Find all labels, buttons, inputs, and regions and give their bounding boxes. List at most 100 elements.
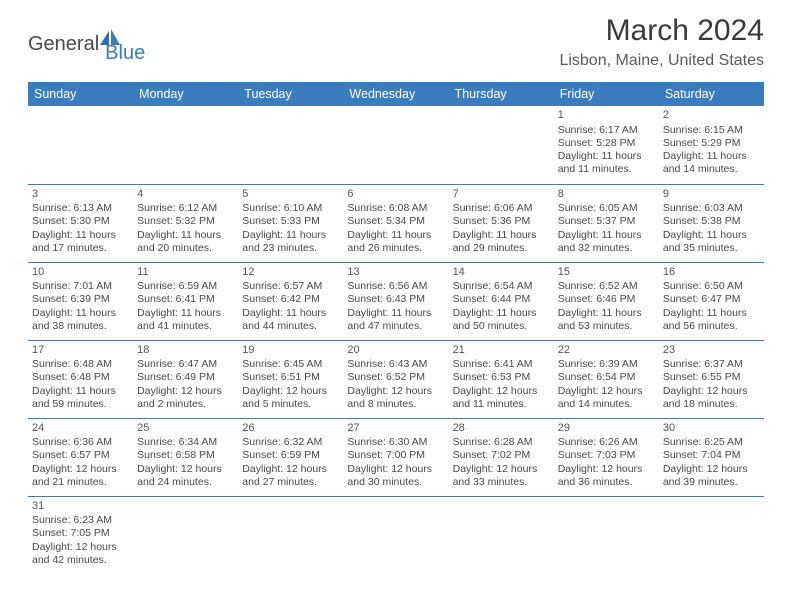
sunset-text: Sunset: 5:34 PM: [347, 215, 444, 228]
sunset-text: Sunset: 5:29 PM: [663, 137, 760, 150]
calendar-cell: 25Sunrise: 6:34 AMSunset: 6:58 PMDayligh…: [133, 418, 238, 496]
logo-text-blue: Blue: [105, 42, 145, 65]
logo-text-general: General: [28, 33, 99, 56]
daylight-text: Daylight: 12 hours: [663, 385, 760, 398]
sunset-text: Sunset: 6:43 PM: [347, 293, 444, 306]
sunset-text: Sunset: 6:59 PM: [242, 449, 339, 462]
sunrise-text: Sunrise: 6:59 AM: [137, 280, 234, 293]
calendar-cell: 17Sunrise: 6:48 AMSunset: 6:48 PMDayligh…: [28, 340, 133, 418]
daylight-text: Daylight: 11 hours: [347, 307, 444, 320]
day-number: 3: [32, 188, 129, 202]
daylight-text: Daylight: 11 hours: [242, 307, 339, 320]
calendar-cell: 6Sunrise: 6:08 AMSunset: 5:34 PMDaylight…: [343, 184, 448, 262]
daylight-text: and 38 minutes.: [32, 320, 129, 333]
day-number: 24: [32, 422, 129, 436]
daylight-text: and 30 minutes.: [347, 476, 444, 489]
sunset-text: Sunset: 6:58 PM: [137, 449, 234, 462]
sunset-text: Sunset: 7:05 PM: [32, 527, 129, 540]
daylight-text: Daylight: 12 hours: [558, 463, 655, 476]
calendar-cell: 14Sunrise: 6:54 AMSunset: 6:44 PMDayligh…: [449, 262, 554, 340]
calendar-cell: [343, 106, 448, 184]
sunrise-text: Sunrise: 6:41 AM: [453, 358, 550, 371]
sunrise-text: Sunrise: 6:34 AM: [137, 436, 234, 449]
sunset-text: Sunset: 6:57 PM: [32, 449, 129, 462]
daylight-text: and 11 minutes.: [453, 398, 550, 411]
sunrise-text: Sunrise: 6:05 AM: [558, 202, 655, 215]
sunrise-text: Sunrise: 6:08 AM: [347, 202, 444, 215]
daylight-text: Daylight: 11 hours: [558, 150, 655, 163]
header: General Blue March 2024 Lisbon, Maine, U…: [0, 0, 792, 76]
daylight-text: Daylight: 12 hours: [347, 385, 444, 398]
sunrise-text: Sunrise: 6:32 AM: [242, 436, 339, 449]
sunrise-text: Sunrise: 6:54 AM: [453, 280, 550, 293]
calendar-cell: [343, 496, 448, 574]
calendar-cell: 5Sunrise: 6:10 AMSunset: 5:33 PMDaylight…: [238, 184, 343, 262]
calendar-cell: [554, 496, 659, 574]
sunset-text: Sunset: 5:33 PM: [242, 215, 339, 228]
day-header: Friday: [554, 82, 659, 106]
calendar-cell: 31Sunrise: 6:23 AMSunset: 7:05 PMDayligh…: [28, 496, 133, 574]
daylight-text: Daylight: 12 hours: [663, 463, 760, 476]
day-number: 11: [137, 266, 234, 280]
calendar-cell: [28, 106, 133, 184]
daylight-text: Daylight: 12 hours: [137, 463, 234, 476]
daylight-text: Daylight: 12 hours: [137, 385, 234, 398]
sunset-text: Sunset: 6:47 PM: [663, 293, 760, 306]
sunset-text: Sunset: 5:37 PM: [558, 215, 655, 228]
daylight-text: and 20 minutes.: [137, 242, 234, 255]
sunrise-text: Sunrise: 6:30 AM: [347, 436, 444, 449]
daylight-text: Daylight: 12 hours: [32, 463, 129, 476]
day-number: 6: [347, 188, 444, 202]
title-block: March 2024 Lisbon, Maine, United States: [559, 14, 764, 70]
sunset-text: Sunset: 5:38 PM: [663, 215, 760, 228]
daylight-text: and 41 minutes.: [137, 320, 234, 333]
daylight-text: Daylight: 12 hours: [558, 385, 655, 398]
daylight-text: Daylight: 12 hours: [32, 541, 129, 554]
daylight-text: Daylight: 11 hours: [137, 307, 234, 320]
daylight-text: and 14 minutes.: [558, 398, 655, 411]
daylight-text: and 35 minutes.: [663, 242, 760, 255]
calendar-cell: [133, 106, 238, 184]
calendar-row: 31Sunrise: 6:23 AMSunset: 7:05 PMDayligh…: [28, 496, 764, 574]
day-number: 30: [663, 422, 760, 436]
daylight-text: and 27 minutes.: [242, 476, 339, 489]
daylight-text: Daylight: 11 hours: [347, 229, 444, 242]
daylight-text: and 2 minutes.: [137, 398, 234, 411]
sunset-text: Sunset: 6:54 PM: [558, 371, 655, 384]
calendar-cell: [449, 106, 554, 184]
calendar-row: 10Sunrise: 7:01 AMSunset: 6:39 PMDayligh…: [28, 262, 764, 340]
day-number: 25: [137, 422, 234, 436]
calendar-cell: 30Sunrise: 6:25 AMSunset: 7:04 PMDayligh…: [659, 418, 764, 496]
daylight-text: Daylight: 11 hours: [32, 307, 129, 320]
calendar-cell: 29Sunrise: 6:26 AMSunset: 7:03 PMDayligh…: [554, 418, 659, 496]
calendar-cell: 23Sunrise: 6:37 AMSunset: 6:55 PMDayligh…: [659, 340, 764, 418]
daylight-text: and 26 minutes.: [347, 242, 444, 255]
daylight-text: Daylight: 11 hours: [663, 150, 760, 163]
daylight-text: Daylight: 12 hours: [242, 385, 339, 398]
calendar-cell: 22Sunrise: 6:39 AMSunset: 6:54 PMDayligh…: [554, 340, 659, 418]
day-number: 13: [347, 266, 444, 280]
calendar-cell: 3Sunrise: 6:13 AMSunset: 5:30 PMDaylight…: [28, 184, 133, 262]
daylight-text: Daylight: 11 hours: [663, 229, 760, 242]
day-header-row: Sunday Monday Tuesday Wednesday Thursday…: [28, 82, 764, 106]
calendar-cell: [133, 496, 238, 574]
calendar-cell: [238, 106, 343, 184]
sunset-text: Sunset: 6:42 PM: [242, 293, 339, 306]
daylight-text: and 11 minutes.: [558, 163, 655, 176]
sunset-text: Sunset: 6:39 PM: [32, 293, 129, 306]
daylight-text: and 56 minutes.: [663, 320, 760, 333]
daylight-text: and 47 minutes.: [347, 320, 444, 333]
calendar-cell: [238, 496, 343, 574]
sunrise-text: Sunrise: 6:56 AM: [347, 280, 444, 293]
day-number: 22: [558, 344, 655, 358]
day-number: 5: [242, 188, 339, 202]
daylight-text: Daylight: 12 hours: [347, 463, 444, 476]
sunrise-text: Sunrise: 6:36 AM: [32, 436, 129, 449]
sunrise-text: Sunrise: 6:43 AM: [347, 358, 444, 371]
daylight-text: Daylight: 11 hours: [137, 229, 234, 242]
day-number: 12: [242, 266, 339, 280]
calendar-cell: 11Sunrise: 6:59 AMSunset: 6:41 PMDayligh…: [133, 262, 238, 340]
sunset-text: Sunset: 5:30 PM: [32, 215, 129, 228]
daylight-text: and 17 minutes.: [32, 242, 129, 255]
sunset-text: Sunset: 6:46 PM: [558, 293, 655, 306]
